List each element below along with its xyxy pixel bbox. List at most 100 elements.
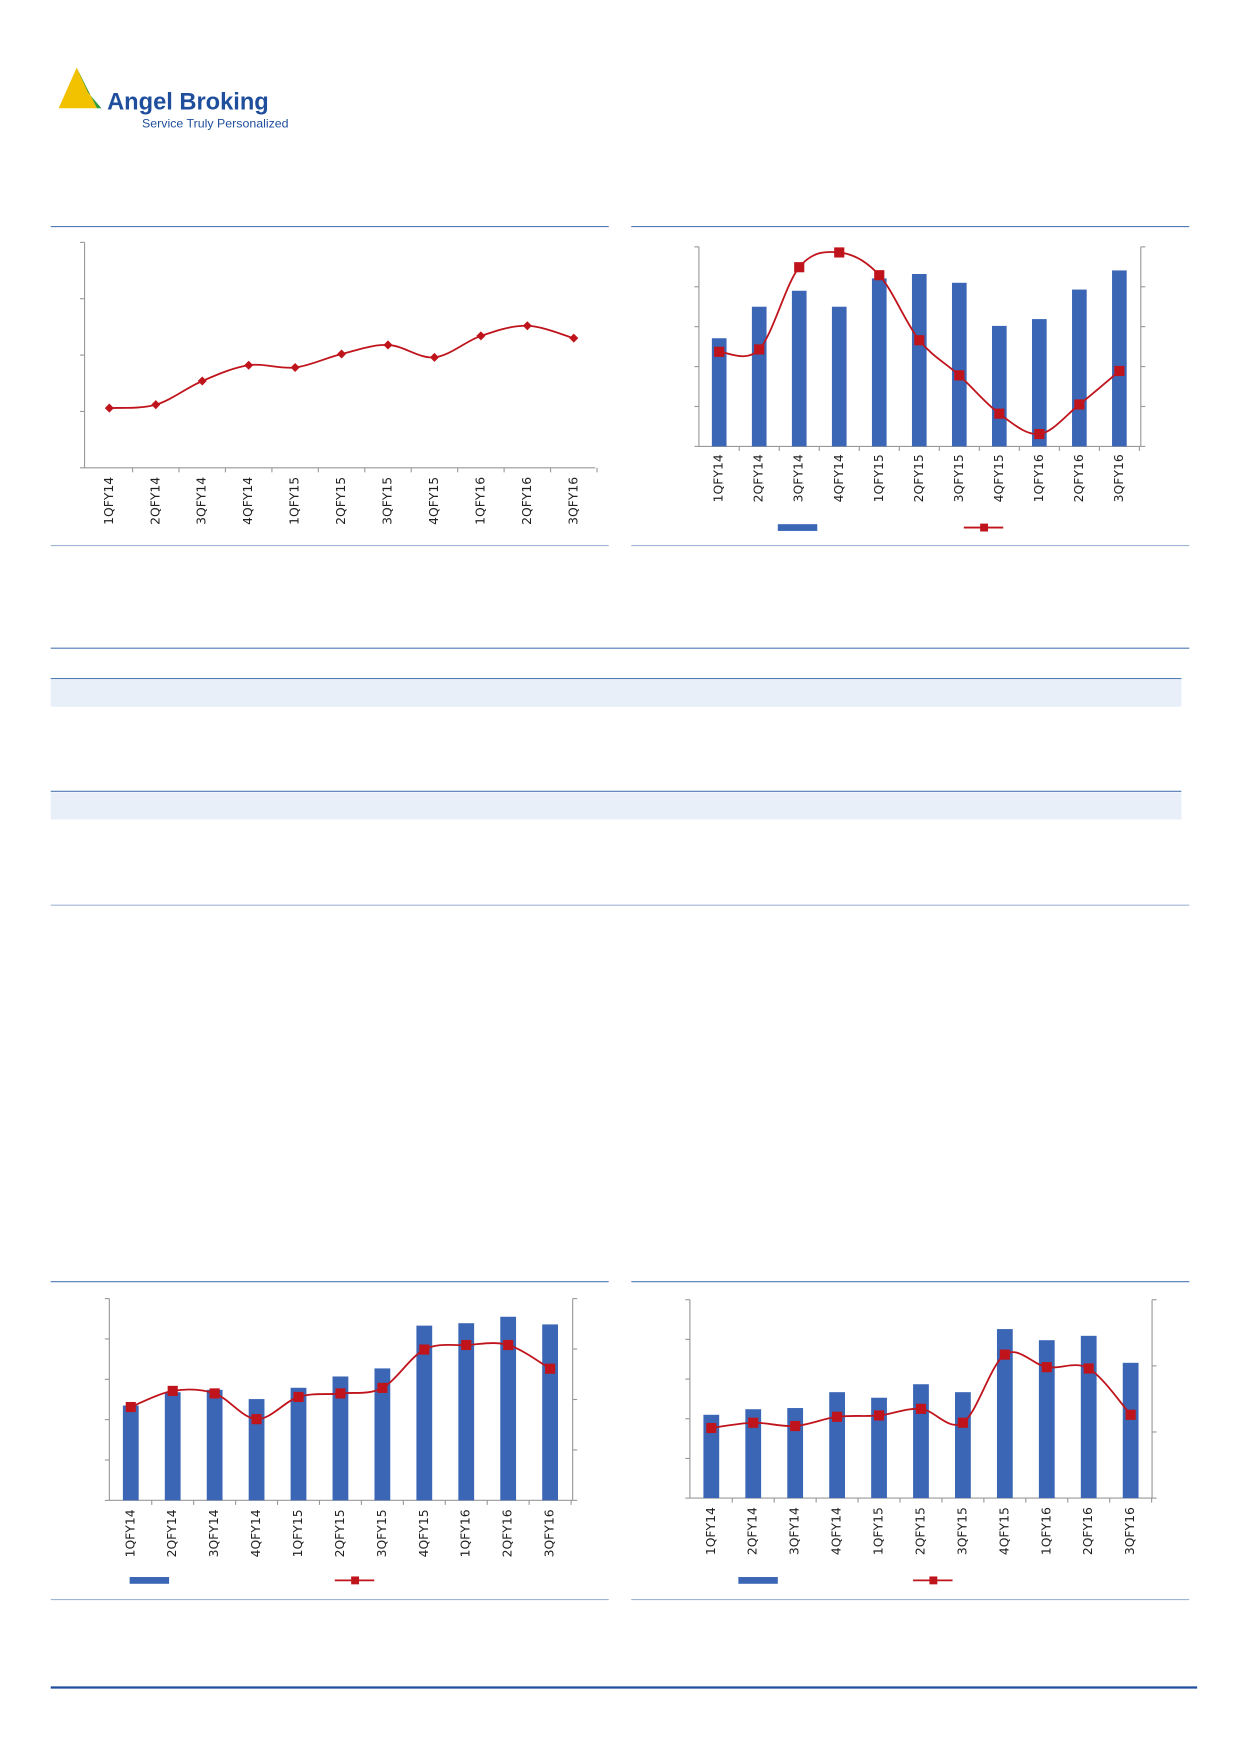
bar	[711, 338, 727, 447]
marker	[104, 403, 114, 413]
marker	[915, 1403, 927, 1414]
bar	[871, 1397, 887, 1499]
marker	[293, 1391, 304, 1403]
marker	[714, 346, 725, 357]
x-tick-label: 2QFY16	[519, 477, 534, 525]
legend-swatch	[129, 1577, 170, 1584]
marker	[1034, 428, 1045, 440]
table-stripe	[50, 792, 1182, 820]
x-tick-label: 2QFY14	[745, 1507, 760, 1555]
bar	[248, 1399, 265, 1501]
marker	[754, 344, 765, 355]
x-tick-label: 2QFY16	[500, 1509, 515, 1557]
bar	[1038, 1340, 1055, 1499]
x-tick-label: 4QFY15	[996, 1507, 1011, 1555]
bar	[871, 278, 887, 447]
x-tick-label: 4QFY14	[829, 1507, 844, 1555]
marker	[429, 352, 439, 362]
marker	[197, 376, 207, 386]
marker	[994, 408, 1005, 419]
x-tick-label: 3QFY15	[380, 477, 395, 525]
x-tick-label: 2QFY15	[333, 477, 348, 525]
bar	[913, 1384, 929, 1499]
bar	[122, 1405, 139, 1501]
x-tick-label: 3QFY14	[787, 1507, 802, 1555]
x-tick-label: 2QFY14	[164, 1509, 179, 1557]
legend-swatch	[777, 524, 818, 531]
bar	[991, 325, 1007, 447]
x-tick-label: 1QFY15	[290, 1509, 305, 1557]
marker	[503, 1339, 514, 1351]
bar	[290, 1387, 307, 1501]
marker	[834, 247, 845, 258]
marker	[954, 370, 965, 381]
marker	[706, 1422, 717, 1434]
marker	[244, 360, 254, 370]
marker	[335, 1388, 346, 1399]
bar	[829, 1392, 845, 1499]
marker	[794, 262, 805, 273]
bar	[164, 1392, 181, 1501]
x-tick-label: 4QFY15	[416, 1509, 431, 1557]
marker	[873, 1410, 885, 1421]
chart: 1QFY14 2QFY14 3QFY14 4QFY14 1QFY15 2QFY15 3QFY…	[80, 241, 598, 525]
marker	[957, 1417, 968, 1428]
marker	[748, 1417, 759, 1428]
bar	[751, 306, 767, 447]
bar	[955, 1392, 971, 1499]
marker	[790, 1420, 801, 1432]
bar	[500, 1316, 517, 1501]
x-tick-label: 2QFY16	[1071, 454, 1086, 502]
bar	[703, 1414, 720, 1499]
tagline: Service Truly Personalized	[142, 116, 289, 130]
bar	[332, 1376, 349, 1501]
x-tick-label: 4QFY14	[831, 454, 846, 502]
x-tick-label: 3QFY15	[374, 1509, 389, 1557]
marker	[999, 1349, 1010, 1360]
marker	[545, 1363, 556, 1374]
bar	[1112, 270, 1127, 447]
chart: 1QFY14 2QFY14 3QFY14 4QFY14 1QFY15 2QFY15 3QFY…	[694, 246, 1146, 532]
x-tick-label: 1QFY16	[458, 1509, 473, 1557]
bar	[996, 1329, 1013, 1499]
marker	[383, 340, 393, 350]
line	[109, 324, 575, 409]
logo-mark	[58, 67, 97, 109]
marker	[1125, 1409, 1136, 1420]
bar	[458, 1323, 475, 1501]
x-tick-label: 3QFY15	[954, 1507, 969, 1555]
x-tick-label: 1QFY16	[472, 477, 487, 525]
marker	[522, 321, 532, 331]
marker	[125, 1401, 136, 1413]
x-tick-label: 1QFY16	[1031, 454, 1046, 502]
bar	[791, 290, 807, 447]
legend-swatch	[738, 1577, 778, 1584]
marker	[337, 349, 347, 359]
bar	[1072, 289, 1087, 447]
marker	[251, 1414, 262, 1425]
marker	[461, 1339, 472, 1351]
x-tick-label: 3QFY16	[565, 477, 580, 525]
marker	[1074, 399, 1085, 410]
bar	[745, 1409, 762, 1499]
x-tick-label: 2QFY14	[147, 477, 162, 525]
x-tick-label: 3QFY14	[206, 1509, 221, 1557]
x-tick-label: 1QFY14	[122, 1509, 137, 1557]
bar	[1080, 1335, 1097, 1499]
x-tick-label: 3QFY14	[194, 477, 209, 525]
x-tick-label: 2QFY15	[332, 1509, 347, 1557]
marker	[290, 362, 300, 372]
x-tick-label: 1QFY15	[871, 1507, 886, 1555]
marker	[569, 333, 579, 343]
legend-swatch	[980, 523, 989, 532]
table-stripe	[50, 679, 1182, 707]
marker	[419, 1344, 430, 1355]
marker	[832, 1411, 843, 1422]
x-tick-label: 3QFY16	[1122, 1507, 1137, 1555]
x-tick-label: 1QFY16	[1038, 1507, 1053, 1555]
chart: 1QFY14 2QFY14 3QFY14 4QFY14 1QFY15 2QFY15 3QFY…	[104, 1298, 578, 1585]
x-tick-label: 4QFY14	[248, 1509, 263, 1557]
marker	[1041, 1362, 1052, 1373]
x-tick-label: 3QFY15	[951, 454, 966, 502]
marker	[874, 270, 885, 281]
